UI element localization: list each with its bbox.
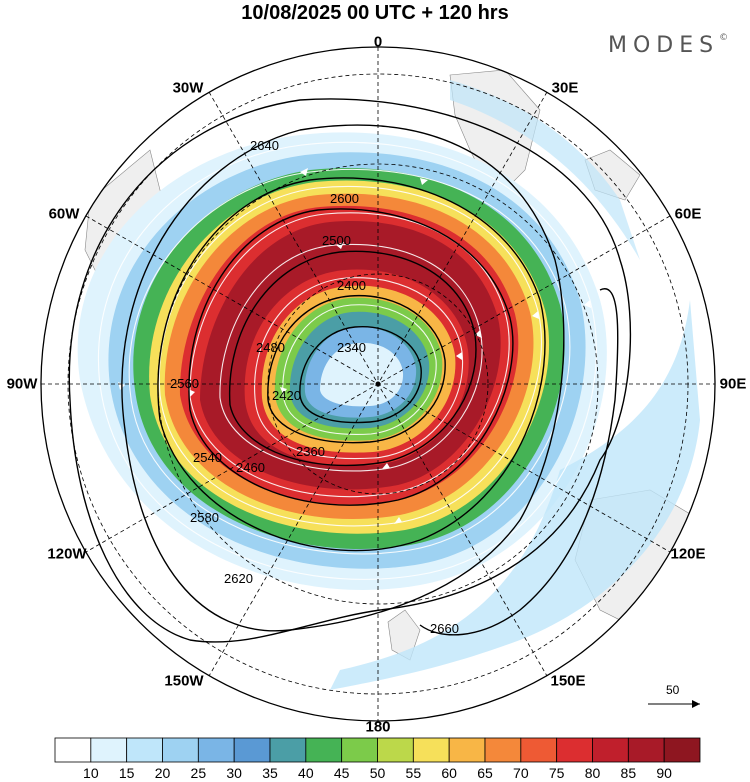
brand-mark: © [719, 33, 729, 43]
contour-label: 2540 [193, 450, 222, 465]
colorbar-tick-label: 35 [262, 765, 278, 781]
colorbar-tick-label: 50 [369, 765, 386, 781]
longitude-label-90w: 90W [6, 375, 38, 393]
colorbar-swatch [341, 737, 378, 763]
colorbar-tick-label: 85 [620, 765, 637, 781]
contour-label: 2580 [190, 510, 219, 525]
colorbar-swatch [162, 737, 199, 763]
geopotential-contours [68, 98, 632, 643]
colorbar-swatch [448, 737, 486, 763]
colorbar [54, 737, 701, 763]
colorbar-swatch [556, 737, 593, 763]
contour-label: 2460 [236, 460, 265, 475]
colorbar-tick-label: 15 [118, 765, 135, 781]
longitude-label-120e: 120E [670, 545, 706, 563]
colorbar-swatch [484, 737, 522, 763]
colorbar-swatch [377, 737, 414, 763]
longitude-label-0: 0 [373, 33, 383, 51]
colorbar-tick-label: 75 [548, 765, 565, 781]
contour-label: 2640 [250, 138, 279, 153]
colorbar-swatch [305, 737, 343, 763]
longitude-label-30w: 30W [172, 79, 204, 97]
colorbar-tick-label: 65 [477, 765, 493, 781]
longitude-label-60w: 60W [48, 205, 80, 223]
colorbar-tick-label: 90 [656, 765, 672, 781]
colorbar-swatch [520, 737, 558, 763]
colorbar-swatch [54, 737, 92, 763]
new-zealand-landmass [387, 609, 421, 661]
colorbar-tick-label: 40 [298, 765, 314, 781]
colorbar-swatch [412, 737, 450, 763]
colorbar-swatch [197, 737, 235, 763]
colorbar-tick-label: 20 [154, 765, 171, 781]
contour-label: 2660 [430, 621, 459, 636]
modes-logo: MODES© [608, 33, 728, 58]
colorbar-swatch [90, 737, 128, 763]
colorbar-swatch [126, 737, 163, 763]
longitude-label-120w: 120W [47, 545, 87, 563]
vector-scale-arrow [648, 700, 700, 708]
map-boundary [40, 46, 716, 722]
colorbar-swatch [627, 737, 665, 763]
colorbar-tick-label: 10 [83, 765, 99, 781]
colorbar-swatch [592, 737, 629, 763]
south-pole-marker [375, 381, 381, 387]
streamlines [98, 141, 597, 580]
contour-label: 2560 [170, 376, 199, 391]
colorbar-tick-label: 70 [513, 765, 529, 781]
contour-label: 2400 [337, 278, 366, 293]
colorbar-swatch [269, 737, 307, 763]
colorbar-tick-label: 80 [584, 765, 601, 781]
contour-label: 2480 [256, 340, 285, 355]
contour-label: 2420 [272, 388, 301, 403]
longitude-label-90e: 90E [719, 375, 747, 393]
streamline-arrowheads [118, 168, 591, 524]
longitude-label-150e: 150E [550, 672, 586, 690]
contour-label: 2600 [330, 191, 359, 206]
colorbar-tick-label: 25 [190, 765, 207, 781]
contour-label: 2500 [322, 233, 351, 248]
longitude-label-60e: 60E [674, 205, 702, 223]
contour-label: 2620 [224, 571, 253, 586]
longitude-label-150w: 150W [164, 672, 204, 690]
contour-labels: 2340 2360 2400 2420 2460 2480 2500 2540 … [170, 138, 459, 636]
colorbar-tick-label: 60 [441, 765, 457, 781]
longitude-label-30e: 30E [551, 79, 579, 97]
longitude-label-180: 180 [365, 718, 391, 736]
colorbar-swatch [233, 737, 271, 763]
contour-label: 2360 [296, 444, 325, 459]
map-title: 10/08/2025 00 UTC + 120 hrs [241, 2, 509, 24]
contour-label: 2340 [337, 340, 366, 355]
brand-text: MODES [608, 33, 720, 58]
colorbar-swatch [663, 737, 701, 763]
colorbar-tick-label: 30 [226, 765, 242, 781]
colorbar-tick-label: 55 [405, 765, 422, 781]
colorbar-tick-label: 45 [333, 765, 350, 781]
vector-scale-label: 50 [666, 683, 680, 697]
